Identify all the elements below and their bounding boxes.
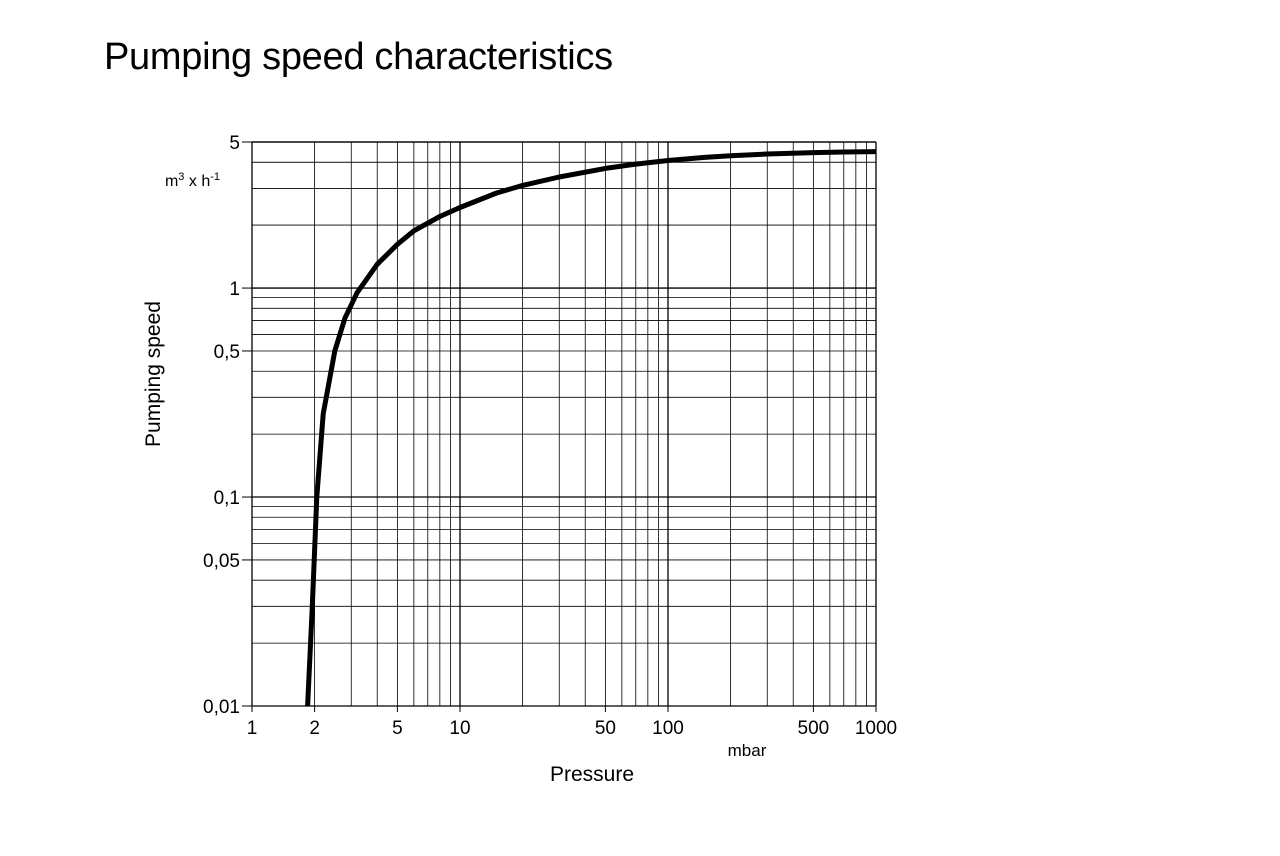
y-axis-label: Pumping speed <box>142 301 165 447</box>
y-tick-label: 5 <box>229 133 240 154</box>
y-tick-label: 1 <box>229 279 240 300</box>
pumping-speed-curve <box>305 149 877 707</box>
x-tick-label: 10 <box>449 718 470 739</box>
y-tick-label: 0,05 <box>203 551 240 572</box>
x-tick-label: 500 <box>798 718 830 739</box>
x-tick-label: 5 <box>392 718 403 739</box>
y-tick-label: 0,1 <box>214 488 240 509</box>
x-tick-label: 50 <box>595 718 616 739</box>
y-tick-label: 0,5 <box>214 342 240 363</box>
x-axis-unit: mbar <box>728 741 767 760</box>
y-axis-unit: m3 x h-1 <box>165 171 220 190</box>
tick-labels: 1 2 5 10 50 100 500 1000 0,01 0,05 0,1 0,5 1 5 <box>203 133 897 739</box>
y-tick-label: 0,01 <box>203 697 240 718</box>
x-tick-label: 1 <box>247 718 258 739</box>
chart-title: Pumping speed characteristics <box>104 36 613 78</box>
x-axis-label: Pressure <box>550 763 634 786</box>
curve-layer <box>305 149 877 707</box>
x-tick-label: 100 <box>652 718 684 739</box>
grid <box>242 141 877 712</box>
x-tick-label: 1000 <box>855 718 897 739</box>
x-tick-label: 2 <box>309 718 320 739</box>
